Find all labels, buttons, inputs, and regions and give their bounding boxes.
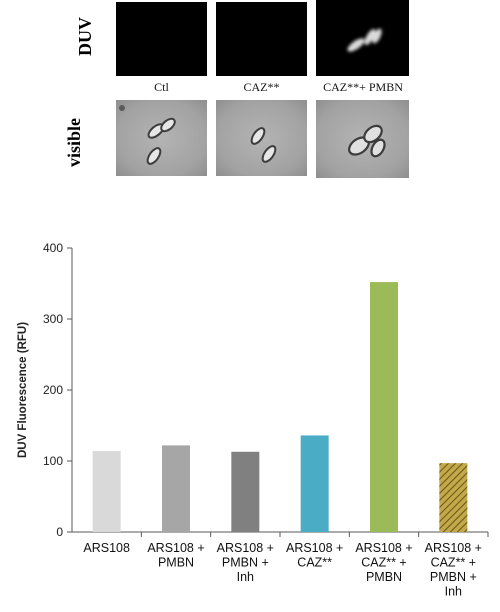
caption-ctl: Ctl — [154, 80, 169, 94]
bar — [439, 463, 468, 532]
x-category-label-line: PMBN + — [430, 570, 477, 584]
caption-caz-pmbn: CAZ**+ PMBN — [323, 80, 403, 94]
x-category-label: ARS108 + PMBN + Inh — [217, 541, 274, 584]
y-axis-title: DUV Fluorescence (RFU) — [17, 322, 29, 458]
x-category-label-line: ARS108 + — [425, 541, 482, 555]
x-category-label-line: Inh — [445, 585, 462, 599]
x-category-label-line: ARS108 + — [217, 541, 274, 555]
x-category-label: ARS108 + CAZ** + PMBN — [355, 541, 412, 584]
row-label-duv: DUV — [75, 17, 95, 56]
x-category-label-line: CAZ** + — [361, 556, 407, 570]
bar — [370, 282, 398, 532]
x-category-label-line: ARS108 — [83, 541, 130, 555]
caption-caz: CAZ** — [243, 80, 280, 94]
visible-image-ctl — [116, 100, 207, 176]
fluorescence-bar-chart: DUV Fluorescence (RFU) 0 100 200 300 400 ARS… — [17, 241, 489, 599]
y-tick-label: 200 — [43, 383, 63, 397]
bar — [162, 445, 190, 532]
x-category-label-line: ARS108 + — [147, 541, 204, 555]
visible-image-caz — [216, 100, 307, 176]
x-category-label-line: Inh — [237, 570, 254, 584]
y-tick-label: 100 — [43, 454, 63, 468]
bar — [92, 451, 121, 532]
visible-image-caz-pmbn — [316, 100, 409, 178]
x-category-label-line: PMBN — [158, 556, 194, 570]
x-category-label: ARS108 + PMBN — [147, 541, 204, 570]
x-category-label-line: ARS108 + — [355, 541, 412, 555]
y-tick-label: 400 — [43, 241, 63, 255]
y-tick-label: 0 — [56, 525, 63, 539]
row-label-visible: visible — [64, 117, 85, 168]
x-category-label-line: ARS108 + — [286, 541, 343, 555]
x-category-label-line: CAZ** + — [431, 556, 477, 570]
bar — [231, 451, 260, 532]
x-category-label-line: PMBN — [366, 570, 402, 584]
x-category-label: ARS108 + CAZ** — [286, 541, 343, 570]
x-category-label: ARS108 — [83, 541, 130, 555]
y-tick-label: 300 — [43, 312, 63, 326]
x-category-label-line: PMBN + — [222, 556, 269, 570]
x-category-label: ARS108 + CAZ** + PMBN + Inh — [425, 541, 482, 599]
bar — [300, 435, 329, 532]
duv-image-ctl — [116, 2, 207, 76]
duv-image-caz — [216, 2, 307, 76]
x-category-label-line: CAZ** — [297, 556, 332, 570]
duv-image-caz-pmbn — [316, 0, 409, 76]
